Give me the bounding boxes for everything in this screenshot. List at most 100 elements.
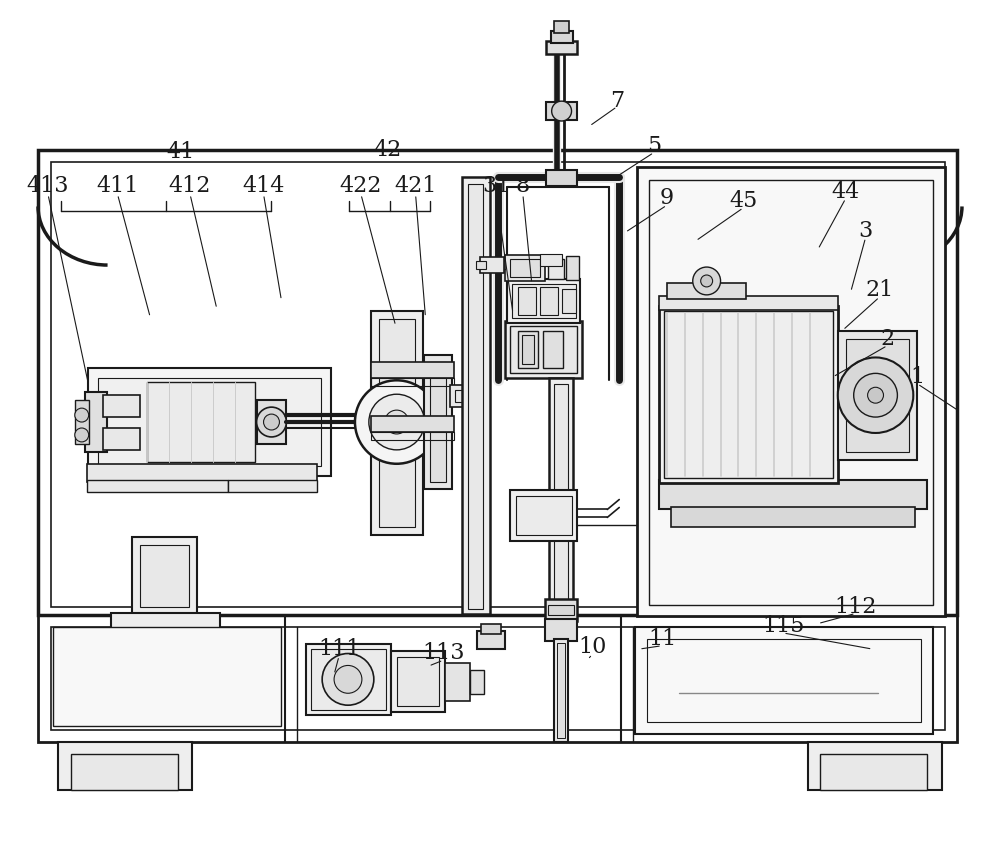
Text: 41: 41 (166, 140, 194, 163)
Bar (518, 330, 538, 368)
Bar (87, 479, 228, 491)
Text: 5: 5 (647, 134, 661, 157)
Bar (38, 615, 957, 742)
Bar (371, 432, 454, 440)
Bar (51, 162, 945, 607)
Circle shape (334, 665, 362, 693)
Bar (557, 643, 565, 738)
Bar (562, 289, 576, 312)
Circle shape (693, 267, 721, 294)
Text: 44: 44 (832, 181, 860, 203)
Bar (371, 416, 454, 432)
Bar (103, 428, 140, 450)
Bar (667, 283, 746, 299)
Text: 8: 8 (516, 175, 530, 197)
Bar (140, 545, 189, 607)
Bar (548, 259, 564, 279)
Bar (546, 102, 577, 120)
Bar (445, 663, 470, 701)
Bar (450, 385, 472, 407)
Bar (480, 257, 504, 273)
Circle shape (369, 395, 424, 450)
Bar (522, 335, 534, 365)
Bar (87, 464, 317, 482)
Bar (371, 378, 454, 386)
Text: 21: 21 (865, 279, 894, 301)
Bar (545, 599, 577, 621)
Bar (635, 627, 933, 734)
Bar (379, 318, 415, 527)
Bar (371, 362, 454, 378)
Bar (397, 657, 439, 706)
Bar (58, 742, 192, 789)
Bar (649, 180, 933, 605)
Bar (551, 31, 573, 43)
Bar (505, 255, 545, 281)
Bar (510, 259, 540, 277)
Text: 2: 2 (880, 328, 895, 350)
Bar (476, 261, 486, 269)
Text: 11: 11 (648, 628, 676, 650)
Bar (659, 306, 838, 483)
Circle shape (322, 653, 374, 705)
Bar (88, 368, 331, 476)
Bar (838, 330, 917, 460)
Bar (98, 378, 321, 466)
Text: 414: 414 (242, 175, 285, 197)
Bar (505, 321, 582, 378)
Bar (85, 392, 107, 452)
Bar (391, 651, 445, 712)
Bar (257, 401, 286, 444)
Bar (545, 619, 577, 640)
Bar (311, 649, 386, 710)
Bar (481, 624, 501, 633)
Bar (132, 538, 197, 615)
Bar (75, 401, 89, 444)
Bar (664, 311, 833, 478)
Bar (510, 490, 577, 541)
Bar (659, 479, 927, 509)
Circle shape (257, 407, 286, 437)
Text: 111: 111 (318, 638, 360, 660)
Bar (424, 355, 452, 489)
Text: 31: 31 (482, 175, 510, 197)
Bar (468, 183, 483, 609)
Bar (808, 742, 942, 789)
Bar (554, 639, 568, 742)
Text: 9: 9 (660, 187, 674, 210)
Circle shape (552, 101, 572, 121)
Bar (647, 639, 921, 722)
Circle shape (385, 410, 409, 434)
Bar (470, 670, 484, 694)
Bar (543, 330, 563, 368)
Bar (111, 613, 220, 628)
Bar (38, 150, 957, 615)
Circle shape (355, 380, 438, 464)
Bar (507, 279, 580, 323)
Circle shape (75, 408, 89, 422)
Text: 115: 115 (762, 615, 804, 637)
Bar (51, 627, 945, 730)
Text: 10: 10 (578, 636, 607, 658)
Bar (659, 296, 838, 310)
Text: 1: 1 (910, 366, 924, 388)
Bar (430, 362, 446, 482)
Bar (554, 384, 568, 611)
Bar (546, 40, 577, 55)
Bar (512, 284, 576, 318)
Bar (540, 254, 562, 266)
Circle shape (868, 387, 883, 403)
Bar (671, 508, 915, 527)
Bar (53, 627, 281, 726)
Bar (548, 605, 574, 615)
Bar (566, 256, 579, 280)
Bar (477, 631, 505, 649)
Text: 42: 42 (374, 139, 402, 161)
Bar (549, 378, 573, 615)
Bar (540, 287, 558, 315)
Text: 412: 412 (169, 175, 211, 197)
Circle shape (75, 428, 89, 442)
Text: 411: 411 (96, 175, 139, 197)
Bar (147, 383, 255, 461)
Bar (462, 176, 490, 614)
